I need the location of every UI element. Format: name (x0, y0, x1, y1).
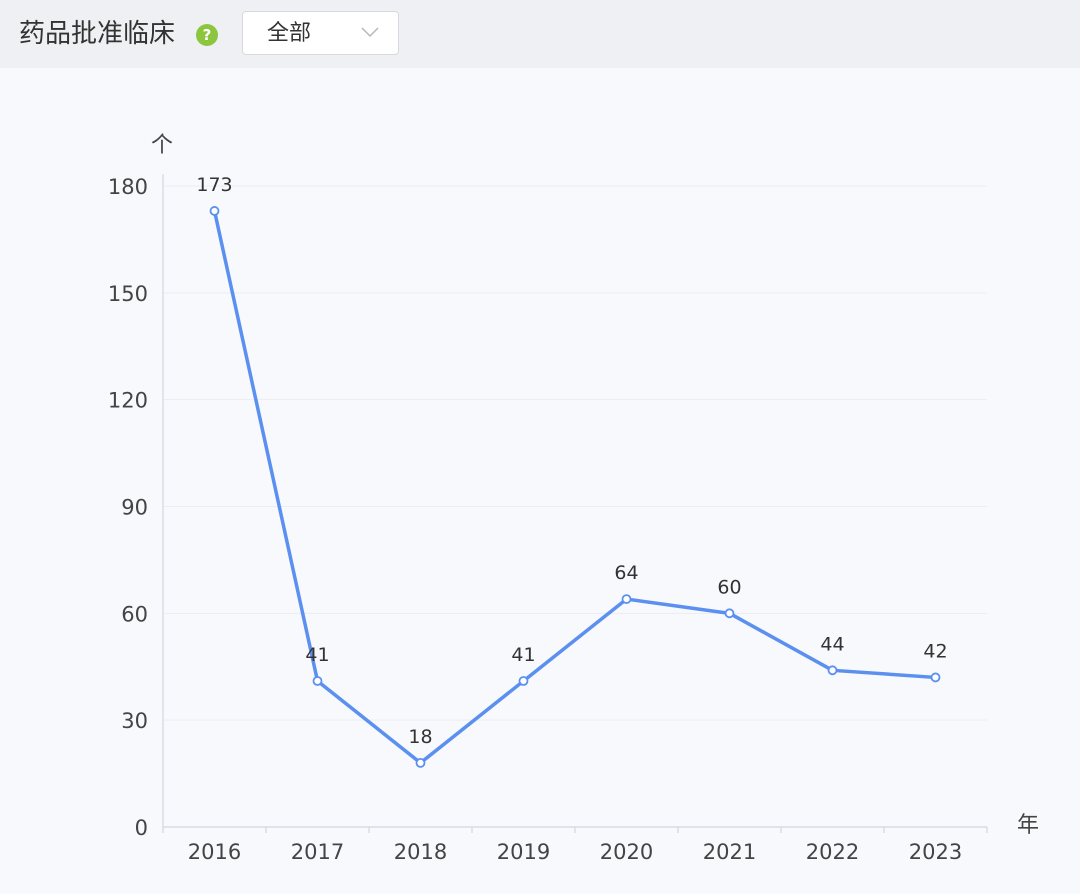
y-tick-label: 150 (108, 282, 148, 306)
data-point (621, 594, 632, 604)
x-tick-label: 2021 (703, 840, 756, 864)
data-label: 42 (923, 640, 947, 662)
data-label: 18 (408, 726, 432, 748)
data-point (518, 676, 529, 686)
data-label: 41 (305, 644, 329, 666)
page-title: 药品批准临床 (19, 19, 176, 49)
x-tick-label: 2023 (909, 840, 962, 864)
data-point (724, 608, 735, 619)
filter-select[interactable]: 全部 (242, 11, 399, 55)
data-label: 41 (511, 644, 535, 666)
filter-select-value: 全部 (267, 21, 312, 46)
y-tick-label: 60 (121, 602, 148, 626)
y-tick-label: 0 (135, 816, 148, 840)
y-tick-label: 30 (121, 709, 148, 733)
x-tick-label: 2016 (188, 840, 241, 864)
chevron-down-icon (361, 27, 379, 38)
data-point (209, 206, 220, 216)
x-tick-label: 2022 (806, 840, 859, 864)
data-point (312, 676, 323, 686)
x-axis-label: 年 (1017, 813, 1039, 838)
y-axis-label: 个 (151, 133, 173, 158)
y-tick-label: 180 (108, 175, 148, 199)
question-circle-icon[interactable]: ? (196, 24, 218, 46)
x-tick-label: 2019 (497, 840, 550, 864)
line-chart: 0 30 60 90 120 150 180 2016 2017 2018 2019 2020 2021… (108, 133, 1039, 864)
data-label: 60 (717, 576, 741, 598)
header-bar: 药品批准临床 ? 全部 (0, 0, 1080, 68)
x-tick-label: 2018 (394, 840, 447, 864)
chart-area: 0 30 60 90 120 150 180 2016 2017 2018 2019 2020 2021… (0, 68, 1080, 890)
data-label: 64 (614, 562, 638, 584)
data-label: 44 (820, 633, 844, 655)
data-point (415, 758, 426, 768)
data-point (827, 665, 838, 676)
x-tick-label: 2017 (291, 840, 344, 864)
y-tick-label: 120 (108, 389, 148, 413)
x-tick-label: 2020 (600, 840, 653, 864)
series-line (212, 210, 936, 765)
y-tick-label: 90 (121, 496, 148, 520)
data-point (930, 672, 941, 683)
data-label: 173 (196, 174, 232, 196)
